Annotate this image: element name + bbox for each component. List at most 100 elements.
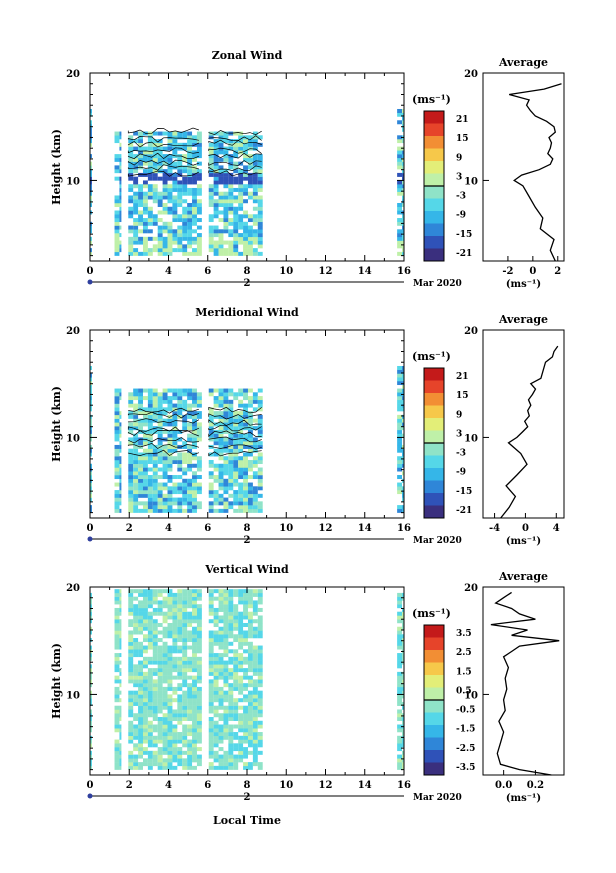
- heatmap-cell: [247, 668, 253, 673]
- heatmap-cell: [247, 165, 253, 170]
- heatmap-cell: [167, 240, 173, 245]
- heatmap-cell: [142, 664, 148, 669]
- day-label: 2: [244, 535, 251, 546]
- colorbar-tick-label: 15: [456, 391, 469, 401]
- date-axis-start-marker: [87, 793, 93, 799]
- heatmap-cell: [138, 493, 143, 498]
- heatmap-cell: [177, 656, 183, 661]
- heatmap-cell: [187, 392, 193, 397]
- heatmap-cell: [147, 732, 153, 737]
- heatmap-cell: [119, 600, 122, 605]
- heatmap-cell: [233, 634, 239, 639]
- heatmap-cell: [192, 388, 197, 393]
- heatmap-cell: [157, 452, 163, 457]
- heatmap-cell: [192, 701, 197, 706]
- heatmap-cell: [142, 396, 148, 401]
- heatmap-cell: [133, 493, 139, 498]
- heatmap-cell: [128, 157, 134, 162]
- heatmap-cell: [162, 653, 168, 658]
- heatmap-cell: [90, 497, 92, 502]
- heatmap-cell: [218, 441, 224, 446]
- heatmap-cell: [162, 388, 168, 393]
- heatmap-cell: [402, 592, 404, 597]
- heatmap-cell: [252, 176, 258, 181]
- heatmap-cell: [119, 490, 122, 495]
- heatmap-cell: [192, 679, 197, 684]
- heatmap-cell: [114, 713, 120, 718]
- heatmap-cell: [114, 467, 120, 472]
- heatmap-cell: [402, 218, 404, 223]
- heatmap-cell: [147, 437, 153, 442]
- heatmap-cell: [157, 600, 163, 605]
- heatmap-cell: [187, 634, 193, 639]
- heatmap-cell: [192, 589, 197, 594]
- heatmap-cell: [167, 452, 173, 457]
- heatmap-cell: [196, 754, 202, 759]
- heatmap-cell: [119, 467, 122, 472]
- heatmap-cell: [397, 399, 403, 404]
- heatmap-cell: [187, 214, 193, 219]
- heatmap-cell: [233, 199, 239, 204]
- heatmap-cell: [228, 206, 234, 211]
- heatmap-cell: [90, 373, 92, 378]
- heatmap-cell: [218, 497, 224, 502]
- colorbar-swatch: [424, 762, 444, 776]
- heatmap-cell: [257, 210, 263, 215]
- heatmap-cell: [238, 698, 244, 703]
- heatmap-cell: [172, 660, 178, 665]
- heatmap-cell: [177, 184, 183, 189]
- heatmap-cell: [243, 497, 248, 502]
- heatmap-cell: [402, 139, 404, 144]
- heatmap-cell: [152, 392, 158, 397]
- heatmap-cell: [233, 758, 239, 763]
- heatmap-cell: [162, 191, 168, 196]
- heatmap-cell: [167, 199, 173, 204]
- heatmap-cell: [223, 589, 229, 594]
- heatmap-cell: [152, 698, 158, 703]
- heatmap-cell: [147, 456, 153, 461]
- heatmap-cell: [243, 622, 248, 627]
- heatmap-cell: [162, 169, 168, 174]
- heatmap-cell: [218, 604, 224, 609]
- heatmap-cell: [233, 701, 239, 706]
- heatmap-cell: [196, 225, 202, 230]
- heatmap-cell: [147, 399, 153, 404]
- heatmap-cell: [172, 459, 178, 464]
- heatmap-cell: [133, 501, 139, 506]
- heatmap-cell: [187, 210, 193, 215]
- heatmap-cell: [162, 615, 168, 620]
- heatmap-cell: [114, 622, 120, 627]
- heatmap-cell: [138, 747, 143, 752]
- heatmap-cell: [252, 444, 258, 449]
- heatmap-cell: [177, 195, 183, 200]
- heatmap-cell: [119, 607, 122, 612]
- heatmap-cell: [243, 698, 248, 703]
- heatmap-cell: [138, 607, 143, 612]
- heatmap-cell: [90, 750, 92, 755]
- heatmap-cell: [177, 645, 183, 650]
- heatmap-cell: [252, 735, 258, 740]
- heatmap-cell: [228, 471, 234, 476]
- heatmap-cell: [114, 411, 120, 416]
- heatmap-cell: [223, 459, 229, 464]
- heatmap-cell: [128, 248, 134, 253]
- heatmap-cell: [213, 720, 219, 725]
- heatmap-cell: [228, 600, 234, 605]
- heatmap-cell: [252, 664, 258, 669]
- heatmap-cell: [223, 180, 229, 185]
- profile-title: Average: [498, 313, 548, 326]
- heatmap-cell: [138, 161, 143, 166]
- heatmap-cell: [228, 634, 234, 639]
- heatmap-cell: [252, 758, 258, 763]
- heatmap-cell: [238, 225, 244, 230]
- heatmap-cell: [238, 645, 244, 650]
- heatmap-cell: [128, 505, 134, 510]
- heatmap-cell: [192, 135, 197, 140]
- heatmap-cell: [223, 225, 229, 230]
- heatmap-cell: [147, 478, 153, 483]
- colorbar-swatch: [424, 198, 444, 212]
- heatmap-cell: [397, 716, 403, 721]
- heatmap-cell: [119, 619, 122, 624]
- heatmap-cell: [233, 396, 239, 401]
- heatmap-cell: [147, 191, 153, 196]
